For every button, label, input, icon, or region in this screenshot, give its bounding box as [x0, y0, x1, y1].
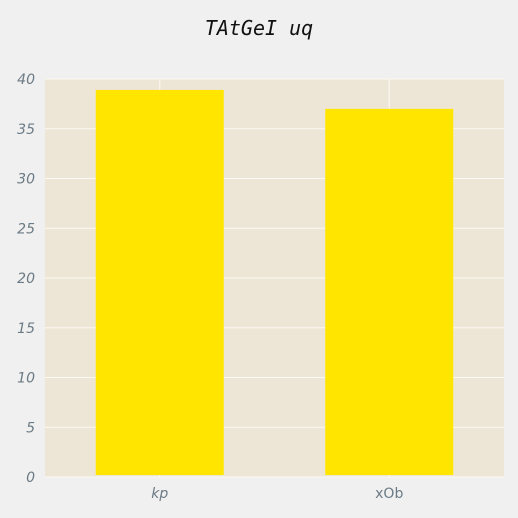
chart-title: TAtGeI uq	[204, 16, 314, 40]
y-tick-label: 15	[17, 321, 35, 337]
y-tick-label: 0	[26, 470, 35, 486]
y-tick-label: 35	[17, 122, 35, 138]
y-tick-label: 20	[17, 271, 35, 287]
y-tick-label: 5	[26, 420, 35, 436]
bar-xOb	[325, 108, 454, 475]
y-tick-label: 25	[17, 221, 35, 237]
x-tick-label: kp	[151, 486, 168, 502]
y-tick-label: 10	[17, 371, 35, 387]
y-tick-label: 30	[17, 172, 35, 188]
x-tick-label: xOb	[375, 486, 403, 502]
bar-kp	[95, 89, 224, 475]
y-tick-label: 40	[17, 72, 35, 88]
